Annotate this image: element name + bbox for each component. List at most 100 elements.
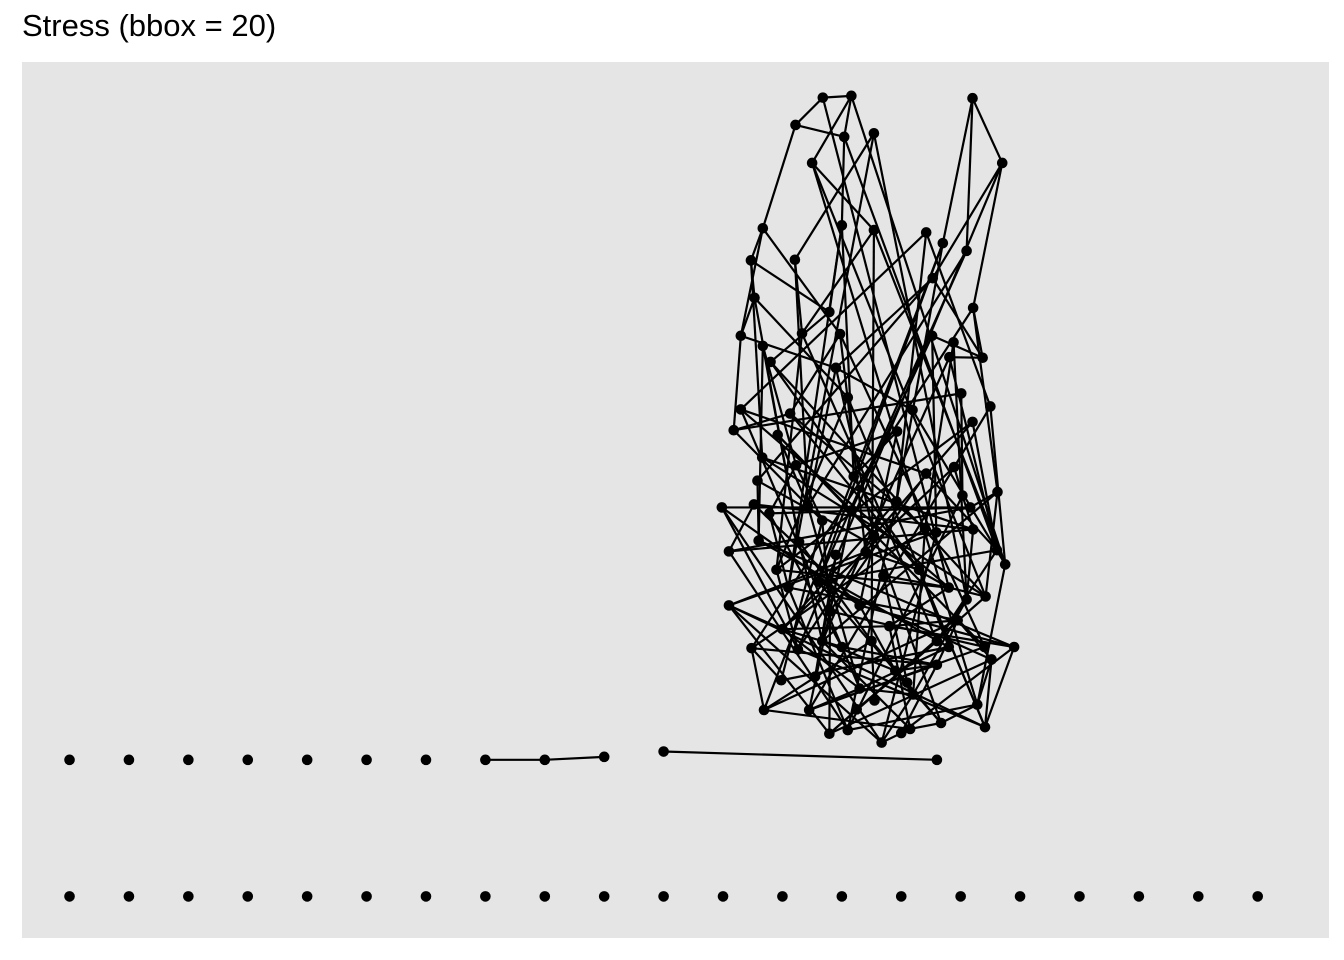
- graph-node: [967, 302, 979, 314]
- graph-node: [838, 131, 850, 143]
- graph-node: [361, 754, 372, 766]
- graph-edge: [544, 755, 605, 761]
- graph-node: [895, 891, 907, 902]
- graph-node: [758, 704, 770, 716]
- graph-edge: [728, 604, 883, 744]
- graph-node: [967, 524, 979, 535]
- graph-node: [851, 704, 862, 715]
- graph-edge: [739, 297, 756, 337]
- graph-node: [361, 891, 372, 902]
- graph-node: [598, 891, 610, 902]
- graph-node: [991, 544, 1003, 556]
- graph-edge: [983, 659, 993, 728]
- graph-node: [658, 891, 669, 902]
- graph-node: [944, 351, 955, 363]
- graph-node: [735, 404, 747, 415]
- graph-edge: [872, 133, 968, 600]
- graph-edge: [788, 586, 958, 622]
- graph-edge: [972, 162, 1004, 309]
- graph-edge: [797, 541, 824, 642]
- graph-node: [985, 401, 996, 412]
- graph-node: [848, 471, 860, 482]
- graph-node: [301, 754, 313, 766]
- graph-node: [846, 505, 857, 516]
- graph-node: [952, 614, 963, 626]
- graph-node: [979, 721, 991, 733]
- graph-edge: [811, 162, 987, 597]
- graph-node: [242, 754, 254, 766]
- graph-node: [834, 328, 846, 340]
- graph-edge: [807, 250, 968, 507]
- graph-node: [979, 641, 990, 653]
- graph-node: [927, 272, 939, 284]
- graph-node: [907, 404, 918, 416]
- graph-node: [816, 515, 828, 526]
- graph-node: [753, 535, 764, 546]
- graph-edge: [720, 506, 883, 744]
- graph-edge: [846, 495, 964, 731]
- graph-node: [931, 635, 943, 647]
- graph-node: [745, 255, 757, 266]
- graph-edge: [850, 95, 1007, 565]
- graph-node: [1008, 641, 1020, 653]
- graph-node: [891, 496, 902, 507]
- graph-node: [723, 546, 735, 557]
- graph-edge: [750, 647, 783, 681]
- chart-title: Stress (bbox = 20): [22, 8, 277, 43]
- graph-edge: [761, 124, 797, 229]
- graph-node: [301, 891, 313, 902]
- graph-edge: [728, 550, 867, 607]
- graph-edge: [768, 513, 790, 588]
- graph-node: [480, 754, 491, 766]
- graph-edge: [923, 342, 955, 529]
- graph-node: [868, 530, 880, 541]
- graph-node: [809, 671, 821, 682]
- graph-node: [961, 594, 972, 605]
- graph-node: [926, 330, 938, 342]
- graph-node: [866, 635, 877, 647]
- graph-node: [957, 490, 968, 501]
- graph-edge: [843, 95, 853, 138]
- graph-edge: [821, 640, 911, 730]
- graph-edge: [808, 687, 861, 711]
- graph-edge: [749, 227, 764, 261]
- graph-edge: [727, 503, 755, 552]
- graph-edge: [750, 259, 830, 313]
- graph-node: [913, 564, 925, 576]
- graph-node: [183, 891, 194, 902]
- graph-edge: [918, 569, 950, 648]
- graph-node: [860, 546, 871, 558]
- graph-node: [961, 245, 972, 257]
- graph-node: [943, 641, 955, 653]
- graph-node: [1252, 891, 1264, 902]
- graph-node: [955, 891, 966, 902]
- graph-node: [869, 695, 880, 706]
- graph-node: [772, 429, 783, 441]
- graph-node: [816, 635, 828, 647]
- graph-edge: [753, 503, 861, 607]
- graph-node: [796, 328, 808, 339]
- graph-node: [948, 461, 960, 473]
- graph-node: [846, 90, 857, 102]
- graph-edge: [769, 361, 987, 598]
- graph-node: [999, 559, 1011, 570]
- graph-edge: [794, 96, 824, 126]
- graph-node: [242, 891, 254, 902]
- graph-edge: [989, 406, 1007, 565]
- graph-node: [919, 523, 931, 535]
- graph-edge: [740, 334, 837, 369]
- graph-node: [884, 620, 895, 632]
- graph-node: [895, 727, 907, 739]
- graph-node: [904, 723, 916, 735]
- graph-edge: [782, 625, 890, 631]
- graph-node: [842, 392, 854, 403]
- graph-node: [931, 754, 943, 766]
- graph-edge: [776, 434, 875, 537]
- graph-edge: [859, 687, 914, 696]
- graph-node: [812, 576, 824, 587]
- graph-edge: [728, 550, 849, 731]
- graph-edge: [769, 506, 971, 515]
- plot-panel: [22, 62, 1329, 938]
- graph-node: [598, 751, 610, 763]
- graph-edge: [806, 367, 837, 507]
